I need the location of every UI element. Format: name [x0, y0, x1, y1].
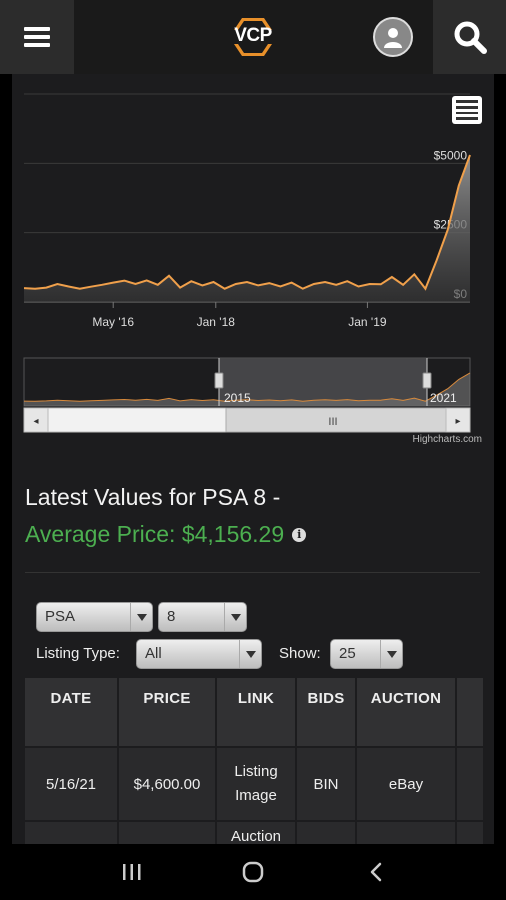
auction-link[interactable]: Auction: [217, 822, 295, 844]
chevron-down-icon: [239, 640, 261, 668]
navigator-handle: [422, 372, 432, 389]
header-extra: [457, 678, 483, 746]
grader-select[interactable]: PSA: [36, 602, 153, 632]
navigator-area: [24, 372, 470, 406]
listing-type-value: All: [145, 645, 162, 662]
navigator-label: 2015: [224, 391, 251, 405]
header-auction[interactable]: AUCTION: [357, 678, 455, 746]
recents-icon[interactable]: [100, 844, 164, 900]
x-tick-label: May '16: [92, 315, 134, 329]
x-tick-label: Jan '19: [348, 315, 387, 329]
cell-bids: BIN: [297, 748, 355, 820]
y-tick-label: $5000: [434, 148, 468, 162]
chevron-down-icon: [380, 640, 402, 668]
cell-price: $4,600.00: [119, 748, 215, 820]
scrollbar-thumb: [225, 407, 447, 433]
navigator-label: 2021: [430, 391, 457, 405]
navigator-selection: [219, 358, 427, 406]
cell-link: Listing Image: [217, 748, 295, 820]
back-icon[interactable]: [344, 844, 408, 900]
chevron-down-icon: [130, 603, 152, 631]
system-navbar: [0, 844, 506, 900]
grader-value: PSA: [45, 608, 76, 625]
cell-extra: [457, 748, 483, 820]
navigator-handle: [214, 372, 224, 389]
show-select[interactable]: 25: [330, 639, 403, 669]
average-price: Average Price: $4,156.29: [25, 521, 285, 547]
table-row: [25, 822, 117, 844]
show-label: Show:: [279, 645, 321, 662]
table-row: [119, 822, 215, 844]
highcharts-credit[interactable]: Highcharts.com: [412, 434, 482, 445]
cell-auction: eBay: [357, 748, 455, 820]
header-bids[interactable]: BIDS: [297, 678, 355, 746]
listing-type-label: Listing Type:: [36, 645, 120, 662]
chevron-down-icon: [224, 603, 246, 631]
table-row: [457, 822, 483, 844]
scrollbar-grip: III: [328, 416, 337, 428]
scroll-right-arrow-icon: ▸: [455, 416, 460, 427]
header-link[interactable]: LINK: [217, 678, 295, 746]
app-header: VCP: [0, 0, 506, 74]
info-icon[interactable]: i: [292, 527, 307, 542]
listing-link[interactable]: Listing: [234, 763, 278, 780]
menu-icon[interactable]: [452, 96, 482, 124]
grade-select[interactable]: 8: [158, 602, 247, 632]
cell-date: 5/16/21: [25, 748, 117, 820]
search-icon[interactable]: [433, 0, 506, 74]
navigator-line: [23, 372, 471, 402]
logo-text: VCP: [234, 25, 272, 46]
home-icon[interactable]: [221, 844, 285, 900]
listing-type-select[interactable]: All: [136, 639, 262, 669]
scrollbar-right-button: [445, 407, 471, 433]
average-price-row: Average Price: $4,156.29 i: [25, 521, 307, 548]
scroll-left-arrow-icon: ◂: [33, 416, 38, 427]
header-date[interactable]: DATE: [25, 678, 117, 746]
hamburger-icon[interactable]: [0, 0, 74, 74]
logo-mark-icon: [234, 18, 272, 56]
divider: [25, 572, 480, 573]
show-value: 25: [339, 645, 356, 662]
image-link[interactable]: Image: [235, 787, 277, 804]
table-row: [357, 822, 455, 844]
latest-values-title: Latest Values for PSA 8 -: [25, 484, 281, 510]
scrollbar-left-button: [23, 407, 49, 433]
user-icon[interactable]: [373, 17, 413, 57]
table-row: [297, 822, 355, 844]
x-tick-label: Jan '18: [197, 315, 236, 329]
vcp-logo[interactable]: VCP: [222, 16, 284, 58]
header-price[interactable]: PRICE: [119, 678, 215, 746]
series-line: [23, 154, 471, 291]
grade-value: 8: [167, 608, 176, 625]
series-area: [24, 155, 470, 302]
